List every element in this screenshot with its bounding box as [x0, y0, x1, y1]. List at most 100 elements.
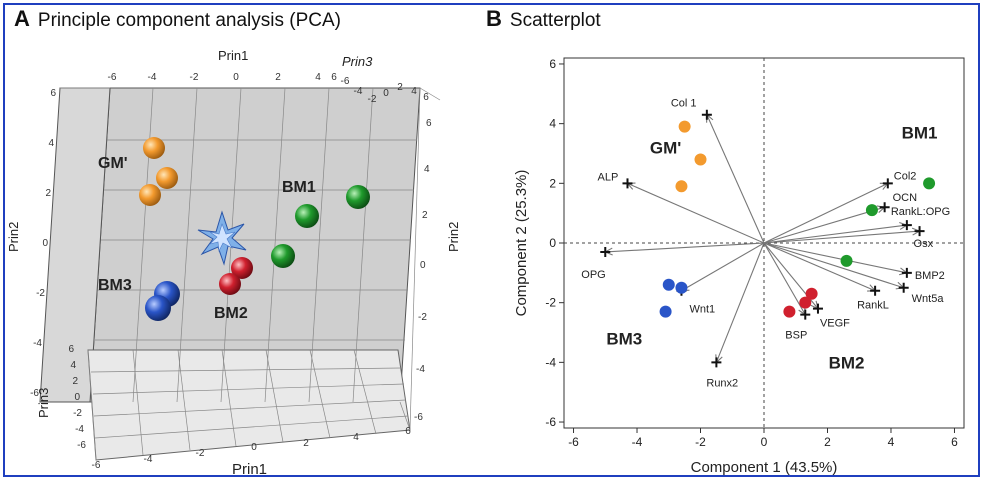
pca-title-text: Principle component analysis (PCA) [37, 10, 341, 31]
pca-group-label-bm2: BM2 [214, 305, 248, 322]
tick-label: -2 [418, 312, 427, 323]
tick-label: -4 [354, 86, 363, 97]
loading-label: Col 1 [671, 98, 697, 110]
pca-prin2-right-ticks: 6 4 2 0 -2 -4 -6 [414, 118, 432, 423]
pca-point-gm [143, 137, 165, 159]
tick-label: 6 [423, 92, 429, 103]
pca-prin1-bottom-label: Prin1 [232, 461, 267, 478]
scatter-point [840, 254, 853, 267]
panel-letter-a: A [14, 6, 30, 31]
pca-point-bm3 [145, 295, 171, 321]
tick-label: -2 [36, 288, 45, 299]
scatter-point [865, 204, 878, 217]
pca-point-gm [139, 184, 161, 206]
y-tick-label: 0 [549, 236, 556, 250]
tick-label: 0 [420, 260, 426, 271]
pca-prin3-left-ticks: 6 4 2 0 -2 -4 -6 [68, 344, 86, 451]
loading-marker [812, 303, 823, 314]
tick-label: -4 [75, 424, 84, 435]
tick-label: 6 [405, 426, 411, 437]
pca-prin1-top-label: Prin1 [218, 48, 248, 63]
scatter-title-text: Scatterplot [509, 10, 601, 31]
pca-prin2-right-label: Prin2 [446, 222, 461, 252]
tick-label: -6 [92, 460, 101, 471]
tick-label: 6 [426, 118, 432, 129]
pca-point-bm1 [271, 244, 295, 268]
y-tick-label: -4 [545, 355, 556, 369]
loading-marker [622, 178, 633, 189]
pca-point-gm [156, 167, 178, 189]
tick-label: 2 [397, 82, 403, 93]
tick-label: -2 [196, 448, 205, 459]
pca-3d-plot: -6 -4 -2 0 2 4 6 Prin1 -6 -4 -2 0 2 4 6 … [6, 48, 461, 478]
pca-panel-title: A Principle component analysis (PCA) [14, 6, 341, 32]
tick-label: 6 [68, 344, 74, 355]
scatter-x-axis-label: Component 1 (43.5%) [691, 459, 838, 476]
pca-point-bm2 [219, 273, 241, 295]
tick-label: 0 [74, 392, 80, 403]
scatter-y-axis-label: Component 2 (25.3%) [513, 170, 530, 317]
tick-label: -2 [190, 72, 199, 83]
x-tick-label: -2 [695, 435, 706, 449]
y-tick-label: 6 [549, 57, 556, 71]
group-label: BM1 [902, 124, 938, 143]
tick-label: -6 [30, 388, 39, 399]
pca-prin3-top-ticks: -6 -4 -2 0 2 4 6 [341, 76, 430, 105]
loading-marker [800, 309, 811, 320]
panel-letter-b: B [486, 6, 502, 31]
y-tick-label: 4 [549, 117, 556, 131]
x-tick-label: 2 [824, 435, 831, 449]
loading-label: Wnt5a [912, 293, 945, 305]
loading-label: VEGF [820, 318, 850, 330]
loading-marker [882, 178, 893, 189]
pca-prin2-left-label: Prin2 [6, 222, 21, 252]
loading-label: Wnt1 [689, 304, 715, 316]
pca-point-bm2 [231, 257, 253, 279]
pca-group-label-gm: GM' [98, 155, 128, 172]
loading-marker [879, 202, 890, 213]
loading-marker [711, 357, 722, 368]
loading-label: Col2 [894, 170, 917, 182]
scatter-point [805, 287, 818, 300]
y-tick-label: 2 [549, 176, 556, 190]
scatter-biplot: -6 -4 -2 0 2 4 6 -6 -4 -2 0 2 4 6 Col 1 ALP OPG Wnt1 Runx… [513, 57, 965, 476]
loading-marker [901, 220, 912, 231]
loading-marker [870, 285, 881, 296]
loading-marker [914, 226, 925, 237]
tick-label: -4 [33, 338, 42, 349]
tick-label: -6 [108, 72, 117, 83]
scatter-point [694, 153, 707, 166]
pca-group-label-bm1: BM1 [282, 179, 316, 196]
scatter-group-labels: BM1 GM' BM3 BM2 [606, 124, 937, 373]
pca-prin3-top-label: Prin3 [342, 54, 373, 69]
tick-label: 0 [251, 442, 257, 453]
scatter-point [799, 296, 812, 309]
loading-arrow [715, 242, 765, 363]
group-label: BM3 [606, 329, 642, 348]
tick-label: 4 [48, 138, 54, 149]
x-tick-label: -6 [568, 435, 579, 449]
scatter-points [659, 120, 936, 318]
y-tick-label: -6 [545, 415, 556, 429]
tick-label: 4 [424, 164, 430, 175]
tick-label: -6 [414, 412, 423, 423]
tick-label: 6 [50, 88, 56, 99]
x-tick-label: 0 [761, 435, 768, 449]
scatter-loadings: Col 1ALPOPGWnt1Runx2Col2OCNRankL:OPGOsxB… [581, 98, 950, 390]
loading-label: OCN [893, 192, 918, 204]
tick-label: 2 [275, 72, 281, 83]
group-label: BM2 [829, 353, 865, 372]
tick-label: -6 [341, 76, 350, 87]
loading-label: Runx2 [706, 377, 738, 389]
loading-arrow [763, 224, 907, 244]
tick-label: 4 [315, 72, 321, 83]
tick-label: 2 [45, 188, 51, 199]
pca-prin3-left-label: Prin3 [36, 388, 51, 418]
scatter-point [675, 180, 688, 193]
scatter-axis-ticks: -6 -4 -2 0 2 4 6 -6 -4 -2 0 2 4 6 [545, 57, 958, 449]
tick-label: 6 [331, 72, 337, 83]
pca-prin1-bottom-ticks: -6 -4 -2 0 2 4 6 [92, 426, 412, 471]
x-tick-label: -4 [632, 435, 643, 449]
scatter-point [662, 278, 675, 291]
loading-arrow [763, 182, 889, 244]
